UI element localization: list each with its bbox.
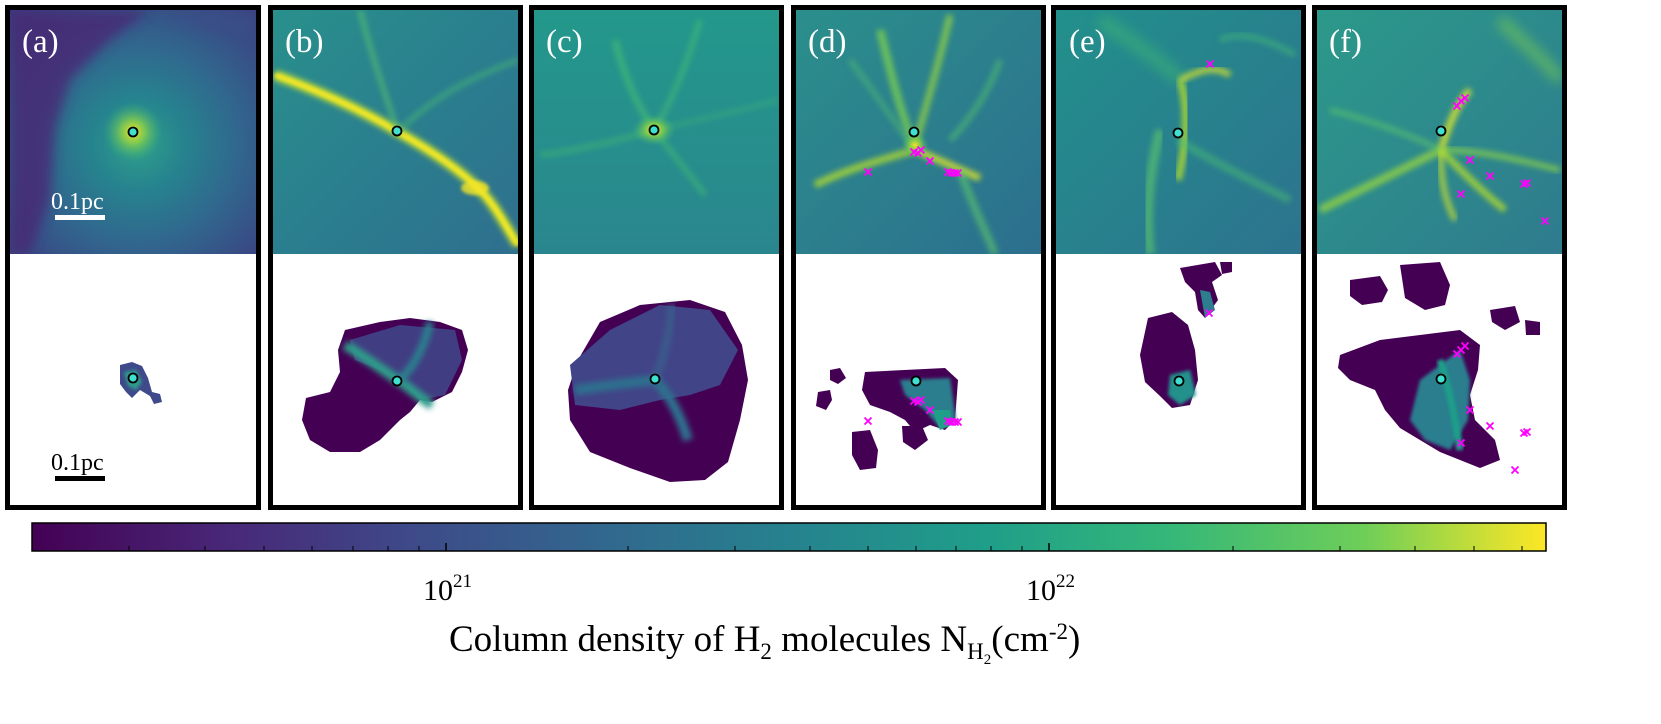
- sink-particle-marker: [863, 167, 873, 177]
- panel-e-label: (e): [1069, 24, 1106, 60]
- protostar-marker: [391, 375, 403, 387]
- panel-e-mask: [1140, 262, 1232, 408]
- panel-c: (c): [529, 5, 784, 510]
- panel-e: (e): [1051, 5, 1306, 510]
- sink-particle-marker: [925, 405, 935, 415]
- panel-b-label: (b): [285, 24, 323, 60]
- protostar-marker: [910, 375, 922, 387]
- panel-a: (a) 0.1pc 0.1pc: [5, 5, 261, 510]
- panel-c-label: (c): [546, 24, 583, 60]
- protostar-marker: [649, 373, 661, 385]
- panel-a-label: (a): [22, 24, 59, 60]
- colorbar-gradient: [31, 522, 1547, 552]
- sink-particle-marker: [1204, 308, 1214, 318]
- panel-d-mask: [816, 368, 958, 470]
- protostar-marker: [127, 372, 139, 384]
- protostar-marker: [391, 125, 403, 137]
- protostar-marker: [1435, 125, 1447, 137]
- sink-particle-marker: [863, 416, 873, 426]
- panel-f-label: (f): [1329, 24, 1362, 60]
- colorbar-tick-label: 1022: [1026, 571, 1075, 607]
- protostar-marker: [1172, 127, 1184, 139]
- sink-particle-marker: [1510, 465, 1520, 475]
- sink-particle-marker: [1540, 216, 1550, 226]
- protostar-marker: [648, 124, 660, 136]
- sink-particle-marker: [1460, 341, 1470, 351]
- sink-particle-marker: [1456, 438, 1466, 448]
- colorbar-major-ticks: [445, 543, 1050, 551]
- protostar-marker: [1435, 373, 1447, 385]
- sink-particle-marker: [916, 145, 926, 155]
- sink-particle-marker: [953, 168, 963, 178]
- protostar-marker: [1173, 375, 1185, 387]
- sink-particle-marker: [1485, 421, 1495, 431]
- sink-particle-marker: [925, 156, 935, 166]
- sink-particle-marker: [1205, 59, 1215, 69]
- scale-bar-bottom-label: 0.1pc: [51, 450, 104, 476]
- sink-particle-marker: [950, 417, 960, 427]
- protostar-marker: [127, 126, 139, 138]
- protostar-marker: [908, 126, 920, 138]
- panel-d: (d): [791, 5, 1046, 510]
- sink-particle-marker: [916, 395, 926, 405]
- sink-particle-marker: [1485, 171, 1495, 181]
- sink-particle-marker: [1465, 405, 1475, 415]
- scale-bar-top-label: 0.1pc: [51, 189, 104, 215]
- sink-particle-marker: [953, 417, 963, 427]
- sink-particle-marker: [1465, 155, 1475, 165]
- panel-a-mask: [120, 362, 162, 404]
- panel-d-label: (d): [808, 24, 846, 60]
- panel-b-mask: [302, 318, 468, 452]
- scale-bar-bottom: 0.1pc: [51, 450, 105, 481]
- panel-f-mask: [1338, 262, 1540, 468]
- sink-particle-marker: [1522, 427, 1532, 437]
- colorbar: 1021 1022 Column density of H2 molecules…: [31, 522, 1547, 668]
- scale-bar-top: 0.1pc: [51, 189, 105, 220]
- sink-particle-marker: [950, 168, 960, 178]
- colorbar-minor-ticks: [128, 546, 1523, 551]
- marker-layer: [127, 59, 1550, 475]
- panel-b: (b): [268, 5, 523, 510]
- sink-particle-marker: [1456, 189, 1466, 199]
- colorbar-title: Column density of H2 molecules NH2(cm-2): [449, 619, 1080, 668]
- colorbar-tick-label: 1021: [423, 571, 472, 607]
- panel-c-mask: [568, 300, 748, 482]
- panel-b-map: [273, 10, 518, 254]
- sink-particle-marker: [1522, 178, 1532, 188]
- sink-particle-marker: [1460, 93, 1470, 103]
